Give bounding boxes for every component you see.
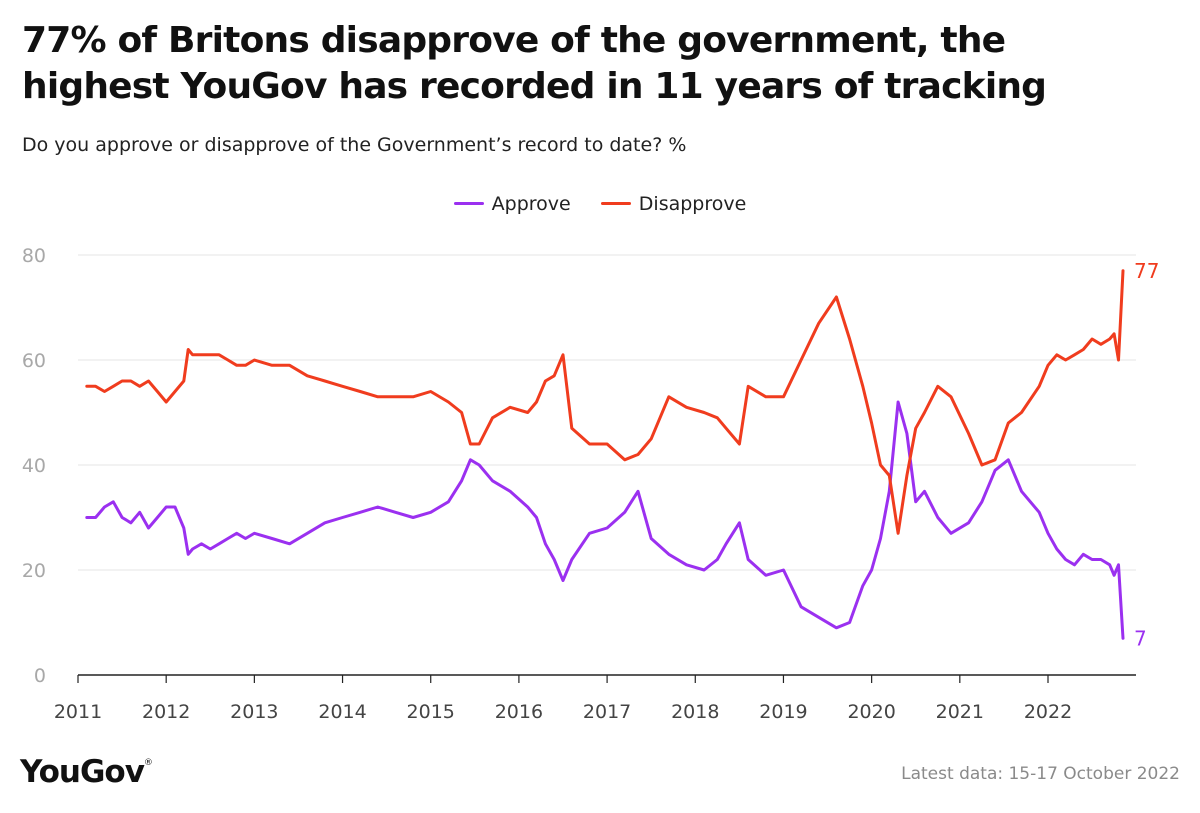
y-tick-label-20: 20	[22, 560, 46, 582]
y-tick-label-60: 60	[22, 350, 46, 372]
x-tick-label-2021: 2021	[936, 701, 984, 723]
x-tick-label-2012: 2012	[142, 701, 190, 723]
x-tick-label-2017: 2017	[583, 701, 631, 723]
yougov-logo: YouGov®	[20, 754, 153, 790]
legend-swatch-disapprove	[600, 202, 631, 205]
latest-data-note: Latest data: 15-17 October 2022	[901, 764, 1180, 784]
legend-label-disapprove: Disapprove	[638, 192, 747, 215]
end-label-approve: 7	[1134, 626, 1147, 650]
legend-label-approve: Approve	[491, 192, 571, 215]
x-tick-label-2014: 2014	[318, 701, 366, 723]
legend-item-disapprove[interactable]: Disapprove	[600, 192, 747, 215]
y-tick-label-0: 0	[34, 665, 46, 687]
x-tick-label-2013: 2013	[230, 701, 278, 723]
series-line-disapprove	[85, 269, 1125, 535]
logo-text: YouGov	[20, 754, 145, 790]
x-tick-label-2022: 2022	[1024, 701, 1072, 723]
chart-subtitle: Do you approve or disapprove of the Gove…	[22, 134, 687, 156]
legend-item-approve[interactable]: Approve	[453, 192, 571, 215]
end-label-disapprove: 77	[1134, 259, 1159, 283]
chart-title: 77% of Britons disapprove of the governm…	[22, 18, 1172, 110]
x-tick-label-2015: 2015	[407, 701, 455, 723]
x-tick-label-2019: 2019	[759, 701, 807, 723]
chart-legend: Approve Disapprove	[0, 188, 1200, 215]
series-line-approve	[85, 400, 1125, 640]
chart-title-line-1: 77% of Britons disapprove of the governm…	[22, 20, 1006, 61]
x-tick-label-2018: 2018	[671, 701, 719, 723]
x-tick-label-2011: 2011	[54, 701, 102, 723]
y-tick-label-40: 40	[22, 455, 46, 477]
x-tick-label-2020: 2020	[847, 701, 895, 723]
legend-swatch-approve	[453, 202, 484, 205]
y-tick-label-80: 80	[22, 245, 46, 267]
chart-title-line-2: highest YouGov has recorded in 11 years …	[22, 66, 1047, 107]
x-tick-label-2016: 2016	[495, 701, 543, 723]
registered-mark: ®	[143, 758, 153, 768]
